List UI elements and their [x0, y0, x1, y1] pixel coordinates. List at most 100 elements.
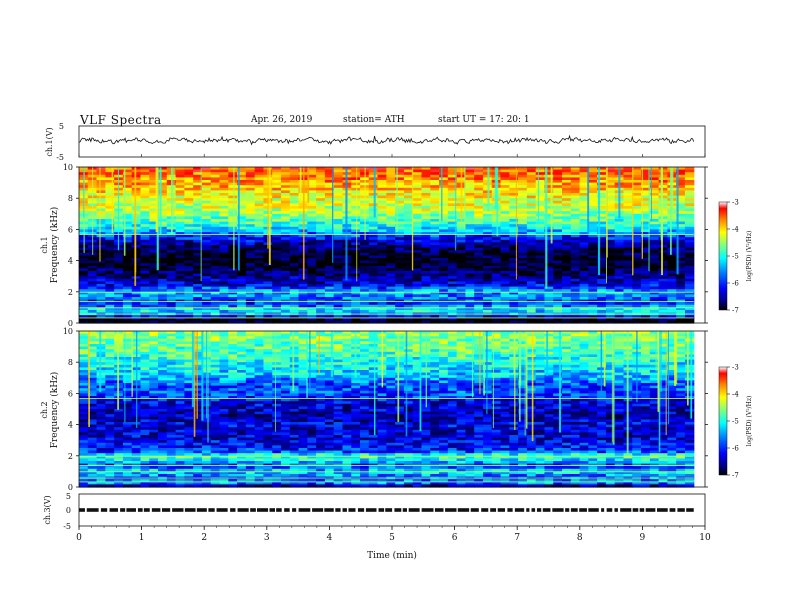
- spectrogram-cell: [421, 180, 431, 184]
- spectrogram-cell: [122, 190, 133, 194]
- spectrogram-cell: [131, 260, 142, 264]
- spectrogram-streak: [515, 167, 517, 280]
- spectrogram-cell: [219, 242, 229, 246]
- spectrogram-cell: [509, 258, 519, 262]
- spectrogram-cell: [535, 177, 546, 181]
- spectrogram-cell: [351, 250, 361, 254]
- spectrogram-cell: [228, 263, 238, 267]
- spectrogram-cell: [447, 180, 458, 184]
- spectrogram-cell: [140, 174, 150, 178]
- spectrogram-cell: [588, 200, 598, 204]
- spectrogram-cell: [377, 219, 387, 223]
- spectrogram-cell: [210, 307, 221, 311]
- spectrogram-cell: [518, 310, 528, 314]
- spectrogram-cell: [272, 265, 282, 269]
- spectrogram-cell: [149, 276, 159, 280]
- spectrogram-cell: [324, 190, 335, 194]
- spectrogram-cell: [333, 255, 344, 259]
- spectrogram-cell: [272, 331, 282, 335]
- spectrogram-cell: [447, 245, 458, 249]
- spectrogram-cell: [676, 258, 686, 262]
- spectrogram-cell: [509, 302, 519, 306]
- spectrogram-cell: [474, 291, 484, 295]
- spectrogram-cell: [500, 193, 510, 197]
- spectrogram-cell: [158, 172, 168, 176]
- spectrogram-cell: [632, 169, 642, 173]
- spectrogram-cell: [263, 346, 273, 350]
- spectrogram-cell: [149, 317, 159, 321]
- spectrogram-cell: [474, 338, 484, 342]
- spectrogram-cell: [263, 341, 273, 345]
- spectrogram-cell: [377, 203, 387, 207]
- spectrogram-cell: [140, 234, 150, 238]
- spectrogram-cell: [201, 320, 212, 324]
- spectrogram-cell: [544, 310, 554, 314]
- spectrogram-streak: [117, 167, 119, 251]
- spectrogram-cell: [588, 180, 598, 184]
- spectrogram-cell: [166, 271, 177, 275]
- spectrogram-cell: [298, 310, 308, 314]
- spectrogram-cell: [421, 229, 431, 233]
- spectrogram-cell: [184, 232, 194, 236]
- spectrogram-cell: [412, 174, 423, 178]
- spectrogram-cell: [570, 268, 581, 272]
- spectrogram-cell: [158, 268, 168, 272]
- spectrogram-cell: [509, 242, 519, 246]
- spectrogram-cell: [535, 245, 546, 249]
- spectrogram-cell: [96, 190, 106, 194]
- spectrogram-cell: [333, 208, 344, 212]
- spectrogram-cell: [280, 346, 291, 350]
- spectrogram-cell: [289, 281, 300, 285]
- spectrogram-cell: [184, 206, 194, 210]
- spectrogram-cell: [597, 278, 607, 282]
- spectrogram-cell: [579, 193, 589, 197]
- spectrogram-cell: [562, 338, 572, 342]
- spectrogram-cell: [131, 177, 142, 181]
- spectrogram-cell: [500, 221, 510, 225]
- spectrogram-cell: [526, 180, 537, 184]
- spectrogram-cell: [395, 255, 405, 259]
- spectrogram-cell: [491, 252, 502, 256]
- spectrogram-cell: [96, 271, 106, 275]
- spectrogram-cell: [201, 286, 212, 290]
- spectrogram-cell: [491, 255, 502, 259]
- spectrogram-cell: [87, 260, 98, 264]
- spectrogram-cell: [482, 351, 493, 355]
- spectrogram-cell: [403, 232, 414, 236]
- spectrogram-cell: [237, 320, 247, 324]
- spectrogram-cell: [658, 351, 668, 355]
- spectrogram-cell: [623, 237, 633, 241]
- spectrogram-cell: [482, 297, 493, 301]
- spectrogram-cell: [245, 291, 256, 295]
- spectrogram-cell: [210, 271, 221, 275]
- spectrogram-cell: [254, 291, 265, 295]
- spectrogram-cell: [210, 284, 221, 288]
- spectrogram-cell: [219, 344, 229, 348]
- spectrogram-cell: [684, 320, 695, 324]
- spectrogram-cell: [562, 317, 572, 321]
- spectrogram-cell: [368, 341, 379, 345]
- spectrogram-cell: [588, 320, 598, 324]
- spectrogram-cell: [491, 239, 502, 243]
- spectrogram-cell: [79, 273, 89, 277]
- spectrogram-cell: [105, 273, 115, 277]
- spectrogram-cell: [430, 239, 440, 243]
- spectrogram-cell: [307, 185, 317, 189]
- spectrogram-cell: [140, 351, 150, 355]
- spectrogram-cell: [96, 167, 106, 171]
- spectrogram-cell: [114, 294, 124, 298]
- spectrogram-cell: [237, 271, 247, 275]
- spectrogram-cell: [518, 169, 528, 173]
- spectrogram-cell: [439, 349, 449, 353]
- spectrogram-cell: [193, 195, 203, 199]
- spectrogram-cell: [605, 190, 616, 194]
- spectrogram-cell: [131, 234, 142, 238]
- spectrogram-cell: [245, 190, 256, 194]
- spectrogram-cell: [316, 281, 326, 285]
- spectrogram-cell: [684, 247, 695, 251]
- spectrogram-cell: [588, 169, 598, 173]
- spectrogram-cell: [570, 271, 581, 275]
- spectrogram-cell: [237, 182, 247, 186]
- spectrogram-cell: [403, 268, 414, 272]
